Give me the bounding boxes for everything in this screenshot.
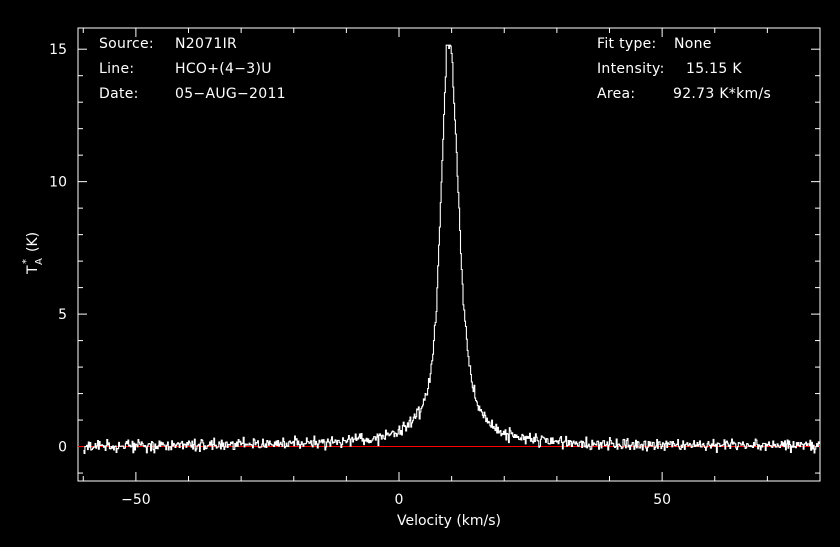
area-label: Area: <box>597 86 636 102</box>
x-tick-label: 50 <box>653 492 671 508</box>
plot-frame <box>77 27 821 482</box>
source-label: Source: <box>99 36 154 52</box>
y-axis-label-main: T <box>25 265 41 275</box>
y-axis-label: T* A (K) <box>21 232 45 275</box>
intensity-value: 15.15 K <box>686 61 742 77</box>
area-value: 92.73 K*km/s <box>673 86 772 102</box>
date-value: 05−AUG−2011 <box>175 86 286 102</box>
y-axis-label-subscript: A <box>34 258 45 265</box>
y-tick-label: 10 <box>49 175 67 191</box>
date-label: Date: <box>99 86 139 102</box>
x-axis-label: Velocity (km/s) <box>397 513 501 529</box>
source-value: N2071IR <box>175 36 238 52</box>
y-tick-label: 0 <box>58 440 67 456</box>
y-tick-label: 15 <box>49 42 67 58</box>
y-axis-label-superscript: * <box>21 259 32 264</box>
y-tick-label: 5 <box>58 307 67 323</box>
y-axis-label-unit: (K) <box>25 232 41 252</box>
intensity-label: Intensity: <box>597 61 665 77</box>
spectrum-line <box>83 44 820 454</box>
fit-type-label: Fit type: <box>597 36 657 52</box>
fit-type-value: None <box>674 36 712 52</box>
x-tick-label: 0 <box>395 492 404 508</box>
line-value: HCO+(4−3)U <box>175 61 272 77</box>
line-label: Line: <box>99 61 135 77</box>
x-tick-label: −50 <box>121 492 151 508</box>
